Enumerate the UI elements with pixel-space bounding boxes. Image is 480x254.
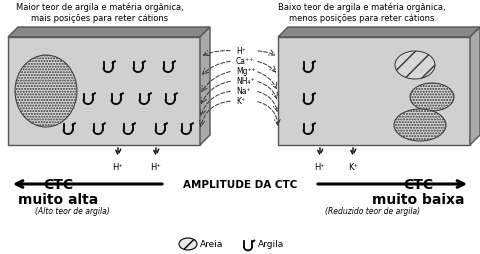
Polygon shape bbox=[8, 28, 210, 38]
Text: Areia: Areia bbox=[200, 240, 223, 248]
Text: Ca⁺⁺: Ca⁺⁺ bbox=[236, 57, 254, 66]
Polygon shape bbox=[470, 28, 480, 146]
Text: H⁺: H⁺ bbox=[113, 162, 123, 171]
Text: (Reduzido teor de argila): (Reduzido teor de argila) bbox=[325, 206, 420, 215]
Ellipse shape bbox=[410, 84, 454, 112]
Text: AMPLITUDE DA CTC: AMPLITUDE DA CTC bbox=[183, 179, 297, 189]
Ellipse shape bbox=[15, 56, 77, 128]
Polygon shape bbox=[278, 38, 470, 146]
Text: H⁺: H⁺ bbox=[151, 162, 161, 171]
Ellipse shape bbox=[394, 109, 446, 141]
Polygon shape bbox=[200, 28, 210, 146]
Ellipse shape bbox=[179, 238, 197, 250]
Polygon shape bbox=[8, 38, 200, 146]
Ellipse shape bbox=[395, 52, 435, 80]
Text: Mg⁺⁺: Mg⁺⁺ bbox=[236, 67, 256, 76]
Text: CTC
muito baixa: CTC muito baixa bbox=[372, 177, 464, 206]
Text: NH₄⁺: NH₄⁺ bbox=[236, 77, 254, 86]
Polygon shape bbox=[278, 28, 480, 38]
Text: K⁺: K⁺ bbox=[236, 97, 245, 106]
Text: Maior teor de argila e matéria orgânica,
mais posições para reter cátions: Maior teor de argila e matéria orgânica,… bbox=[16, 2, 184, 23]
Text: Na⁺: Na⁺ bbox=[236, 87, 251, 96]
Text: CTC
muito alta: CTC muito alta bbox=[18, 177, 98, 206]
Text: K⁺: K⁺ bbox=[348, 162, 358, 171]
Text: Argila: Argila bbox=[258, 240, 284, 248]
Text: Baixo teor de argila e matéria orgânica,
menos posições para reter cátions: Baixo teor de argila e matéria orgânica,… bbox=[278, 2, 446, 23]
Text: (Alto teor de argila): (Alto teor de argila) bbox=[35, 206, 110, 215]
Text: H⁺: H⁺ bbox=[236, 47, 246, 56]
Text: H⁺: H⁺ bbox=[314, 162, 325, 171]
